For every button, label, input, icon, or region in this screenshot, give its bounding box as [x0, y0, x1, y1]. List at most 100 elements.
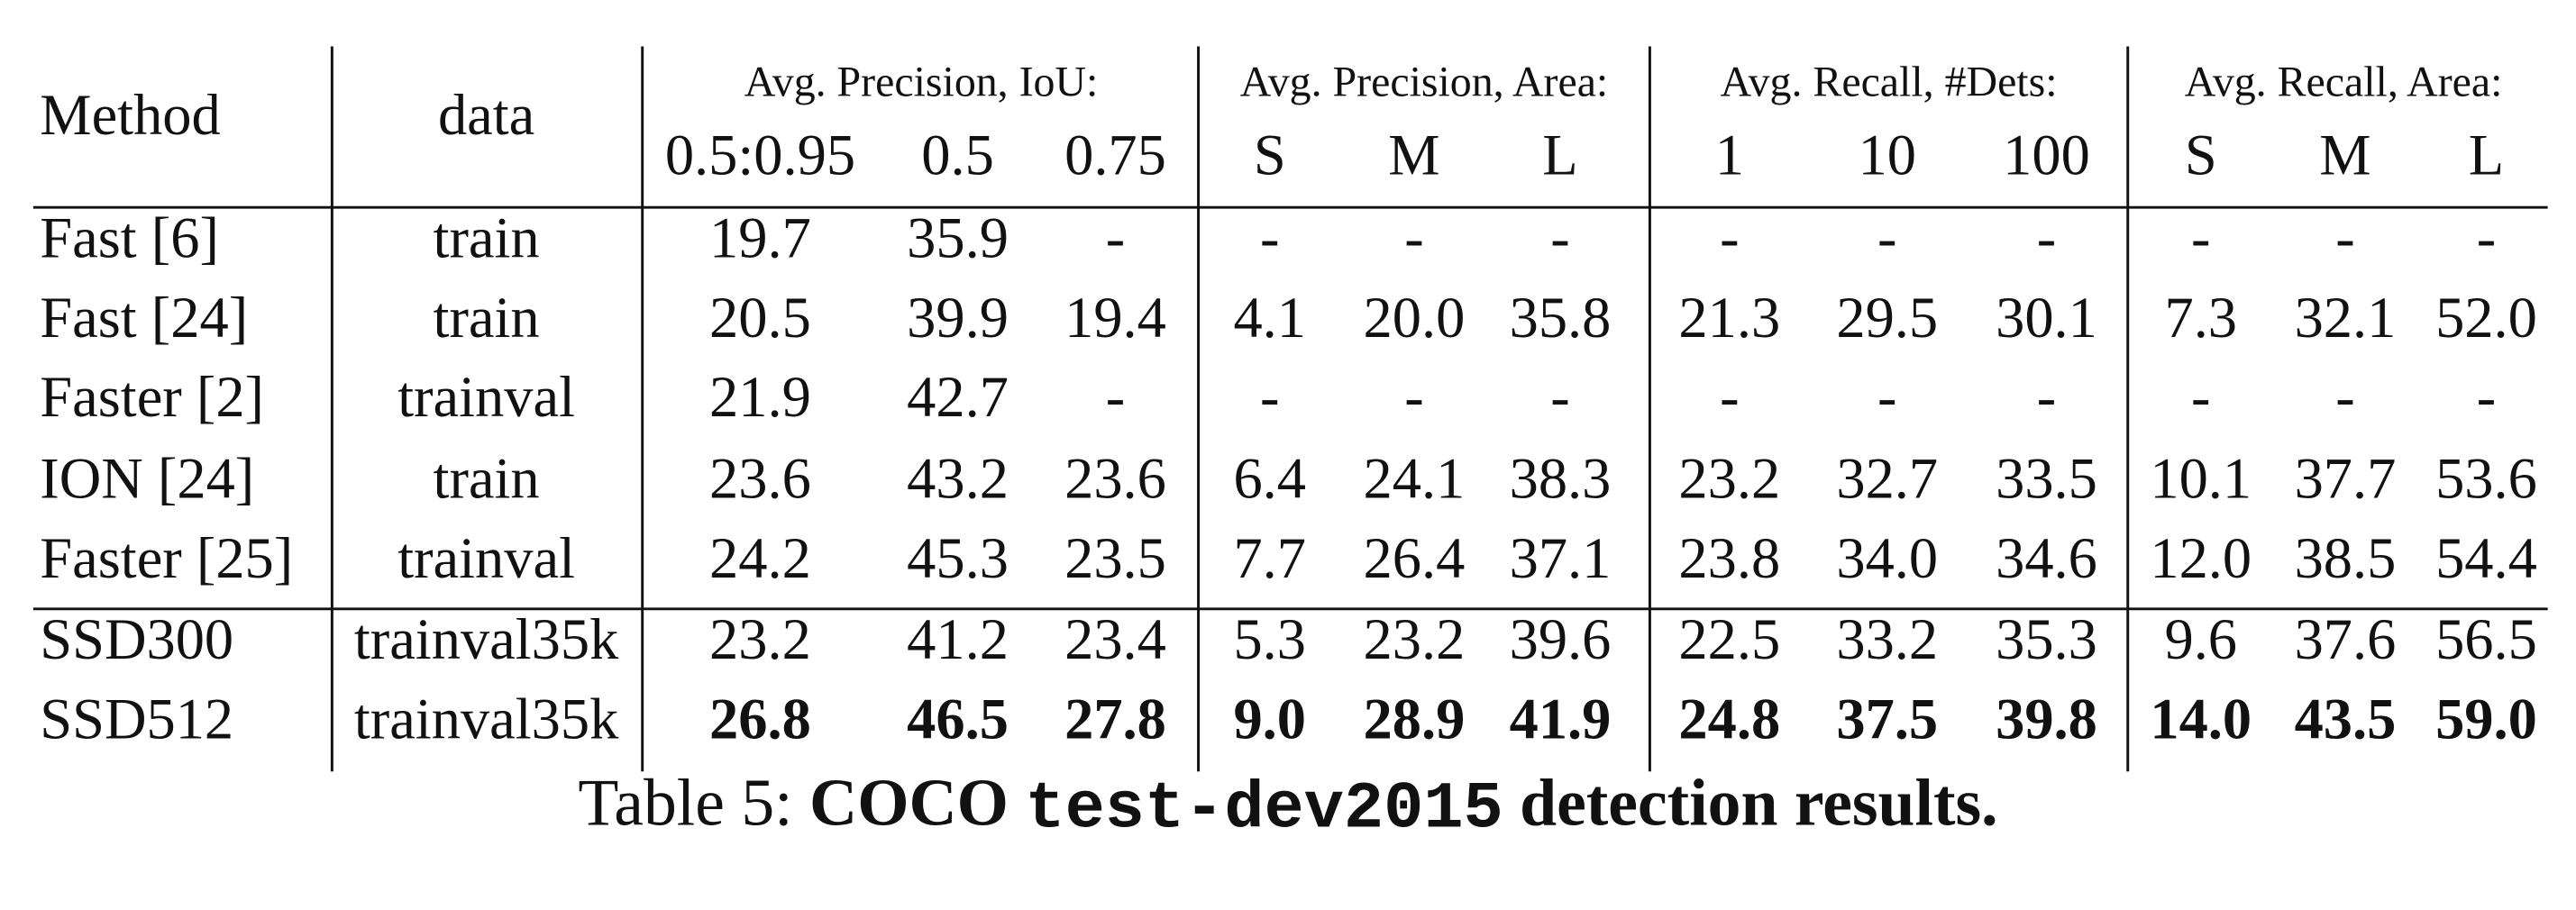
- value-cell: 56.5: [2435, 607, 2537, 671]
- value-cell: -: [2335, 205, 2354, 269]
- value-cell: 35.3: [1996, 607, 2097, 671]
- value-cell: 46.5: [907, 687, 1009, 751]
- method-cell: Faster [25]: [40, 526, 293, 590]
- value-cell: -: [1260, 365, 1279, 429]
- value-cell: 5.3: [1233, 607, 1306, 671]
- value-cell: 26.8: [709, 687, 811, 751]
- value-cell: 33.5: [1996, 446, 2097, 510]
- method-cell: SSD300: [40, 607, 233, 671]
- value-cell: 28.9: [1364, 687, 1466, 751]
- subcolumn-header: S: [1254, 123, 1286, 187]
- value-cell: 24.1: [1364, 446, 1466, 510]
- group-header: Avg. Recall, Area:: [2185, 59, 2503, 106]
- value-cell: 37.7: [2295, 446, 2397, 510]
- value-cell: 23.5: [1064, 526, 1166, 590]
- value-cell: 43.2: [907, 446, 1009, 510]
- value-cell: 54.4: [2435, 526, 2537, 590]
- value-cell: 19.4: [1064, 286, 1166, 350]
- caption-title: COCO: [809, 766, 1009, 840]
- value-cell: 37.1: [1510, 526, 1612, 590]
- value-cell: 41.2: [907, 607, 1009, 671]
- value-cell: 21.9: [709, 365, 811, 429]
- data-cell: trainval: [397, 526, 575, 590]
- value-cell: 35.8: [1510, 286, 1612, 350]
- value-cell: -: [2191, 365, 2210, 429]
- value-cell: 41.9: [1510, 687, 1612, 751]
- subcolumn-header: 100: [2003, 123, 2090, 187]
- value-cell: -: [2477, 365, 2496, 429]
- value-cell: 52.0: [2435, 286, 2537, 350]
- value-cell: 7.3: [2164, 286, 2237, 350]
- value-cell: 27.8: [1064, 687, 1166, 751]
- data-cell: train: [434, 446, 540, 510]
- value-cell: 23.4: [1064, 607, 1166, 671]
- subcolumn-header: M: [1388, 123, 1439, 187]
- value-cell: -: [2477, 205, 2496, 269]
- column-header: Method: [40, 83, 220, 147]
- value-cell: 34.6: [1996, 526, 2097, 590]
- value-cell: 9.6: [2164, 607, 2237, 671]
- value-cell: 4.1: [1233, 286, 1306, 350]
- value-cell: -: [1260, 205, 1279, 269]
- data-cell: train: [434, 205, 540, 269]
- value-cell: 34.0: [1836, 526, 1938, 590]
- caption-code: test-dev2015: [1025, 773, 1503, 848]
- value-cell: 24.2: [709, 526, 811, 590]
- value-cell: 53.6: [2435, 446, 2537, 510]
- value-cell: -: [2191, 205, 2210, 269]
- value-cell: -: [1550, 365, 1569, 429]
- value-cell: 14.0: [2150, 687, 2252, 751]
- value-cell: -: [1720, 205, 1739, 269]
- value-cell: -: [1404, 365, 1423, 429]
- value-cell: -: [1720, 365, 1739, 429]
- value-cell: 12.0: [2150, 526, 2252, 590]
- caption-label: Table 5:: [578, 766, 792, 840]
- value-cell: 32.7: [1836, 446, 1938, 510]
- method-cell: Faster [2]: [40, 365, 264, 429]
- subcolumn-header: S: [2185, 123, 2217, 187]
- value-cell: -: [2037, 365, 2056, 429]
- value-cell: 19.7: [709, 205, 811, 269]
- subcolumn-header: 0.5: [921, 123, 994, 187]
- subcolumn-header: 1: [1715, 123, 1744, 187]
- method-cell: ION [24]: [40, 446, 254, 510]
- group-header: Avg. Recall, #Dets:: [1721, 59, 2058, 106]
- data-cell: trainval35k: [354, 687, 619, 751]
- value-cell: 20.0: [1364, 286, 1466, 350]
- caption: Table 5: COCO test-dev2015 detection res…: [578, 766, 1997, 849]
- group-header: Avg. Precision, Area:: [1240, 59, 1609, 106]
- value-cell: 21.3: [1678, 286, 1780, 350]
- value-cell: -: [2037, 205, 2056, 269]
- value-cell: 24.8: [1678, 687, 1780, 751]
- value-cell: 45.3: [907, 526, 1009, 590]
- subcolumn-header: M: [2319, 123, 2370, 187]
- value-cell: 30.1: [1996, 286, 2097, 350]
- value-cell: 26.4: [1364, 526, 1466, 590]
- value-cell: 38.3: [1510, 446, 1612, 510]
- value-cell: 7.7: [1233, 526, 1306, 590]
- value-cell: 59.0: [2435, 687, 2537, 751]
- value-cell: 22.5: [1678, 607, 1780, 671]
- value-cell: -: [1106, 205, 1125, 269]
- value-cell: 10.1: [2150, 446, 2252, 510]
- value-cell: -: [2335, 365, 2354, 429]
- value-cell: -: [1877, 365, 1896, 429]
- value-cell: 39.8: [1996, 687, 2097, 751]
- value-cell: -: [1106, 365, 1125, 429]
- method-cell: SSD512: [40, 687, 233, 751]
- value-cell: 23.6: [1064, 446, 1166, 510]
- value-cell: -: [1550, 205, 1569, 269]
- value-cell: 32.1: [2295, 286, 2397, 350]
- value-cell: 23.2: [1364, 607, 1466, 671]
- value-cell: 42.7: [907, 365, 1009, 429]
- method-cell: Fast [6]: [40, 205, 219, 269]
- value-cell: 23.2: [709, 607, 811, 671]
- value-cell: 23.6: [709, 446, 811, 510]
- subcolumn-header: L: [1542, 123, 1577, 187]
- value-cell: 6.4: [1233, 446, 1306, 510]
- subcolumn-header: 10: [1859, 123, 1916, 187]
- value-cell: 39.6: [1510, 607, 1612, 671]
- value-cell: 20.5: [709, 286, 811, 350]
- subcolumn-header: L: [2469, 123, 2504, 187]
